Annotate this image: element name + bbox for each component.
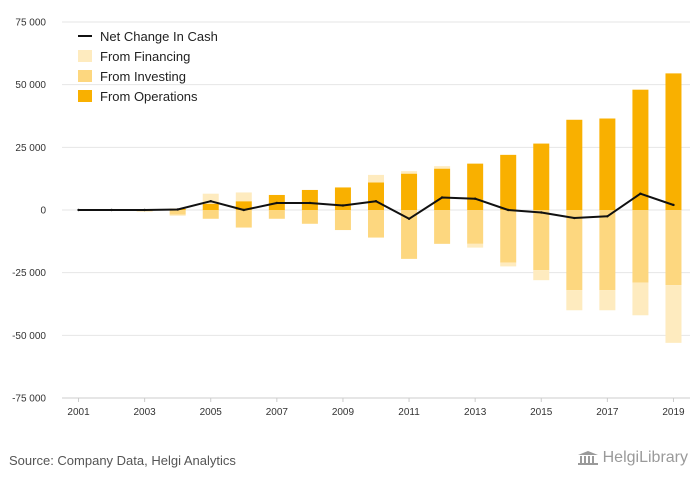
bar-from-operations bbox=[566, 119, 583, 210]
legend-label: Net Change In Cash bbox=[100, 28, 218, 44]
bar-from-operations bbox=[202, 203, 219, 210]
bar-from-financing bbox=[235, 192, 252, 202]
bar-from-investing bbox=[301, 210, 318, 224]
bar-from-financing bbox=[500, 262, 517, 267]
bar-from-financing bbox=[136, 211, 153, 212]
bar-from-financing bbox=[434, 166, 451, 169]
bar-from-financing bbox=[467, 243, 484, 248]
bar-from-operations bbox=[434, 168, 451, 210]
legend-item-financing[interactable]: From Financing bbox=[78, 46, 218, 66]
bar-from-investing bbox=[467, 210, 484, 244]
legend-swatch bbox=[78, 50, 92, 62]
net-change-point bbox=[176, 208, 179, 211]
footer: Source: Company Data, Helgi Analytics He… bbox=[0, 440, 700, 483]
net-change-point bbox=[606, 215, 609, 218]
source-note: Source: Company Data, Helgi Analytics bbox=[9, 453, 236, 468]
bar-from-operations bbox=[533, 143, 550, 210]
net-change-point bbox=[275, 201, 279, 205]
net-change-point bbox=[341, 204, 345, 207]
bar-from-investing bbox=[235, 210, 252, 228]
bar-from-financing bbox=[599, 290, 616, 311]
bar-from-financing bbox=[566, 290, 583, 311]
net-change-point bbox=[374, 200, 378, 203]
net-change-point bbox=[672, 203, 675, 207]
legend: Net Change In Cash From Financing From I… bbox=[78, 26, 218, 106]
y-tick-label: -25 000 bbox=[12, 268, 46, 279]
legend-line-swatch bbox=[78, 35, 92, 37]
bar-from-financing bbox=[401, 171, 418, 174]
x-tick-label: 2009 bbox=[332, 407, 355, 418]
net-change-point bbox=[242, 208, 245, 212]
y-tick-label: -75 000 bbox=[12, 394, 46, 405]
bar-from-financing bbox=[368, 174, 384, 183]
net-change-point bbox=[407, 217, 411, 220]
bar-from-investing bbox=[169, 210, 186, 215]
y-tick-label: 0 bbox=[40, 206, 46, 217]
legend-swatch bbox=[78, 70, 92, 82]
net-change-point bbox=[440, 196, 444, 199]
bar-from-investing bbox=[665, 210, 682, 286]
legend-item-net-change[interactable]: Net Change In Cash bbox=[78, 26, 218, 46]
x-tick-label: 2001 bbox=[67, 407, 90, 418]
bar-from-investing bbox=[401, 210, 418, 259]
bar-from-operations bbox=[665, 73, 682, 211]
bar-from-investing bbox=[500, 210, 517, 263]
y-tick-label: 75 000 bbox=[15, 18, 46, 29]
library-building-icon bbox=[577, 451, 598, 465]
legend-label: From Operations bbox=[100, 88, 198, 104]
chart-area: 75 000 50 000 25 000 0 -25 000 -50 000 -75 000… bbox=[12, 18, 690, 418]
x-tick-label: 2003 bbox=[134, 407, 157, 418]
bar-from-operations bbox=[301, 189, 318, 210]
bar-from-investing bbox=[268, 210, 285, 219]
net-change-point bbox=[209, 200, 212, 203]
bar-from-investing bbox=[202, 210, 219, 219]
bar-from-operations bbox=[401, 173, 418, 210]
x-tick-label: 2013 bbox=[464, 407, 487, 418]
bar-from-operations bbox=[235, 201, 252, 210]
legend-label: From Investing bbox=[100, 68, 186, 84]
legend-item-investing[interactable]: From Investing bbox=[78, 66, 218, 86]
x-tick-label: 2007 bbox=[266, 407, 289, 418]
y-tick-label: 50 000 bbox=[15, 80, 46, 91]
bar-from-investing bbox=[368, 210, 384, 238]
net-change-point bbox=[143, 208, 146, 212]
x-tick-label: 2019 bbox=[662, 407, 685, 418]
bar-from-operations bbox=[500, 154, 517, 210]
y-tick-label: -50 000 bbox=[12, 331, 46, 342]
net-change-point bbox=[639, 192, 642, 195]
bar-from-investing bbox=[599, 210, 616, 291]
bar-from-operations bbox=[599, 118, 616, 210]
bar-from-operations bbox=[632, 89, 649, 210]
bar-from-financing bbox=[202, 193, 219, 204]
bar-from-financing bbox=[632, 282, 649, 316]
y-tick-label: 25 000 bbox=[15, 143, 46, 154]
x-tick-label: 2017 bbox=[596, 407, 619, 418]
net-change-point bbox=[110, 208, 113, 212]
net-change-point bbox=[308, 201, 312, 205]
legend-label: From Financing bbox=[100, 48, 191, 64]
x-tick-label: 2015 bbox=[530, 407, 553, 418]
net-change-point bbox=[573, 216, 576, 220]
bar-from-financing bbox=[169, 214, 186, 216]
bar-from-investing bbox=[632, 210, 649, 283]
cash-flow-chart: 75 000 50 000 25 000 0 -25 000 -50 000 -75 000… bbox=[12, 18, 690, 418]
bar-from-investing bbox=[566, 210, 583, 291]
legend-item-operations[interactable]: From Operations bbox=[78, 86, 218, 106]
bar-from-operations bbox=[467, 163, 484, 210]
x-tick-label: 2005 bbox=[200, 407, 223, 418]
bar-from-financing bbox=[533, 270, 550, 281]
net-change-point bbox=[77, 208, 80, 212]
net-change-point bbox=[507, 208, 510, 212]
net-change-point bbox=[473, 197, 477, 200]
net-change-point bbox=[540, 211, 543, 214]
legend-swatch bbox=[78, 90, 92, 102]
x-tick-label: 2011 bbox=[398, 407, 420, 418]
bar-from-investing bbox=[434, 210, 451, 244]
bar-from-financing bbox=[665, 285, 682, 343]
bar-from-operations bbox=[368, 182, 384, 210]
helgi-library-logo[interactable]: HelgiLibrary bbox=[577, 449, 688, 467]
bar-from-investing bbox=[533, 210, 550, 271]
logo-text: HelgiLibrary bbox=[602, 449, 688, 466]
bar-from-investing bbox=[334, 210, 351, 231]
